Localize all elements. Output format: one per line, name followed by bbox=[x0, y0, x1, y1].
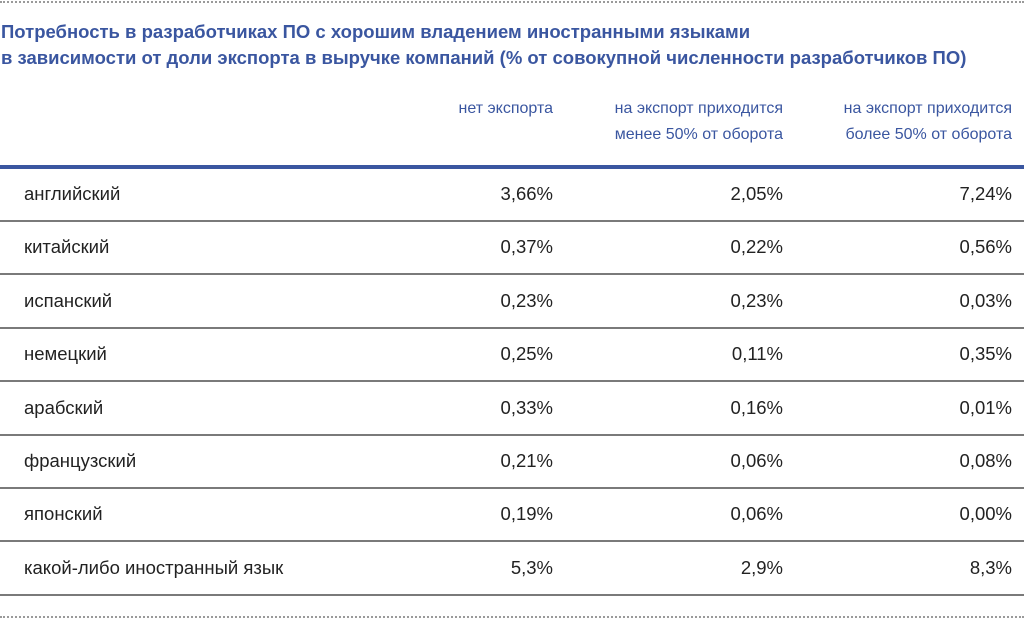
cell-export-over-50: 0,56% bbox=[959, 236, 1012, 258]
column-header-line: на экспорт приходится bbox=[614, 100, 783, 117]
title-line-1: Потребность в разработчиках ПО с хорошим… bbox=[1, 21, 751, 42]
cell-no-export: 0,23% bbox=[500, 289, 553, 311]
cell-export-over-50: 0,00% bbox=[959, 503, 1012, 525]
cell-export-under-50: 0,06% bbox=[730, 450, 783, 471]
table-row: французский 0,21% 0,06% 0,08% bbox=[0, 436, 1024, 489]
cell-export-over-50: 0,01% bbox=[959, 396, 1012, 418]
cell-export-over-50: 8,3% bbox=[969, 556, 1012, 578]
column-header-line: на экспорт приходится bbox=[843, 100, 1012, 117]
column-header-line: менее 50% от оборота bbox=[614, 126, 783, 143]
cell-no-export: 0,19% bbox=[500, 503, 553, 525]
column-header-line: нет экспорта bbox=[458, 100, 553, 117]
cell-export-under-50: 0,22% bbox=[730, 236, 783, 258]
row-label: английский bbox=[24, 183, 121, 204]
header-divider bbox=[0, 165, 1024, 169]
row-label: китайский bbox=[24, 236, 110, 258]
table-row: японский 0,19% 0,06% 0,00% bbox=[0, 489, 1024, 543]
row-label: испанский bbox=[24, 289, 113, 311]
cell-export-under-50: 2,9% bbox=[740, 556, 783, 578]
row-label: французский bbox=[24, 450, 137, 471]
cell-export-over-50: 0,03% bbox=[959, 289, 1012, 311]
table-row: какой-либо иностранный язык 5,3% 2,9% 8,3% bbox=[0, 543, 1024, 596]
table-row: немецкий 0,25% 0,11% 0,35% bbox=[0, 329, 1024, 383]
cell-no-export: 5,3% bbox=[510, 556, 553, 578]
column-header-export-under-50: на экспорт приходится менее 50% от оборо… bbox=[615, 96, 783, 148]
column-header-line: более 50% от оборота bbox=[845, 126, 1012, 143]
top-dotted-divider bbox=[0, 1, 1024, 3]
table-row: китайский 0,37% 0,22% 0,56% bbox=[0, 222, 1024, 276]
cell-export-under-50: 2,05% bbox=[730, 183, 783, 204]
cell-export-under-50: 0,16% bbox=[730, 396, 783, 418]
cell-export-over-50: 0,08% bbox=[959, 450, 1012, 471]
title-line-2: в зависимости от доли экспорта в выручке… bbox=[1, 47, 967, 68]
row-label: какой-либо иностранный язык bbox=[24, 556, 284, 578]
cell-no-export: 3,66% bbox=[500, 183, 553, 204]
row-label: японский bbox=[24, 503, 103, 525]
cell-no-export: 0,37% bbox=[500, 236, 553, 258]
cell-export-over-50: 0,35% bbox=[959, 343, 1012, 365]
row-label: немецкий bbox=[24, 343, 107, 365]
table-row: испанский 0,23% 0,23% 0,03% bbox=[0, 276, 1024, 329]
bottom-dotted-divider bbox=[0, 616, 1024, 618]
table-title: Потребность в разработчиках ПО с хорошим… bbox=[1, 19, 966, 71]
table-row: английский 3,66% 2,05% 7,24% bbox=[0, 169, 1024, 222]
cell-export-under-50: 0,11% bbox=[731, 343, 783, 365]
column-header-export-over-50: на экспорт приходится более 50% от оборо… bbox=[844, 96, 1012, 148]
cell-no-export: 0,21% bbox=[500, 450, 553, 471]
cell-no-export: 0,25% bbox=[500, 343, 553, 365]
row-label: арабский bbox=[24, 396, 104, 418]
cell-export-over-50: 7,24% bbox=[959, 183, 1012, 204]
table-row: арабский 0,33% 0,16% 0,01% bbox=[0, 383, 1024, 436]
cell-export-under-50: 0,06% bbox=[730, 503, 783, 525]
cell-export-under-50: 0,23% bbox=[730, 289, 783, 311]
column-header-no-export: нет экспорта bbox=[459, 96, 553, 122]
cell-no-export: 0,33% bbox=[500, 396, 553, 418]
